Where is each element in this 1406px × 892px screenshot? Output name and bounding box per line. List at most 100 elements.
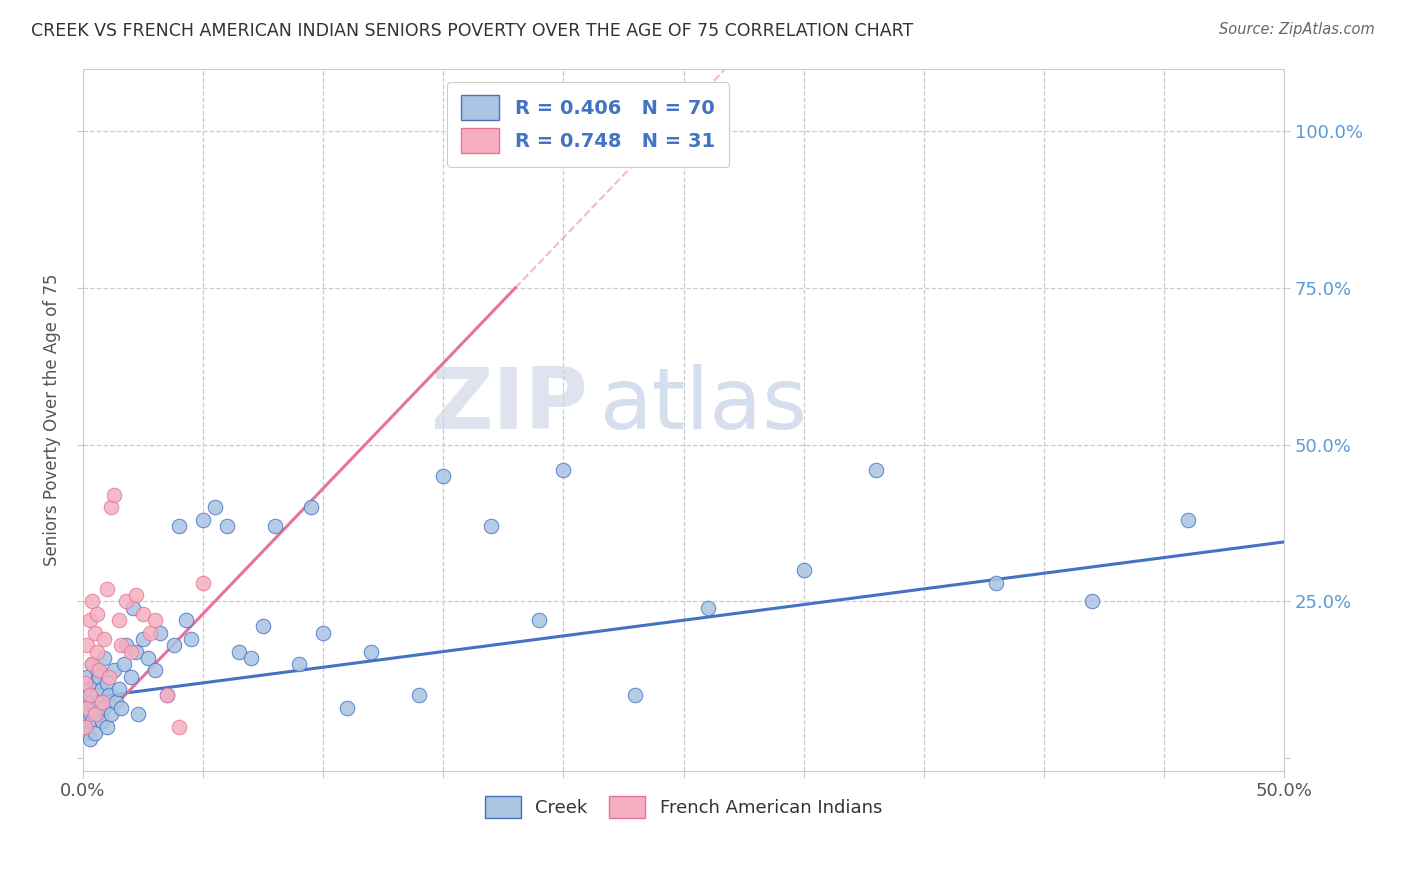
Point <box>96 582 118 596</box>
Point <box>312 625 335 640</box>
Point <box>82 695 104 709</box>
Point <box>156 689 179 703</box>
Point <box>73 701 96 715</box>
Point <box>143 664 166 678</box>
Text: CREEK VS FRENCH AMERICAN INDIAN SENIORS POVERTY OVER THE AGE OF 75 CORRELATION C: CREEK VS FRENCH AMERICAN INDIAN SENIORS … <box>31 22 912 40</box>
Point <box>79 613 101 627</box>
Point <box>204 500 226 515</box>
Point <box>288 657 311 672</box>
Point <box>120 644 142 658</box>
Y-axis label: Seniors Poverty Over the Age of 75: Seniors Poverty Over the Age of 75 <box>44 273 60 566</box>
Point <box>143 613 166 627</box>
Point <box>252 619 274 633</box>
Point <box>505 143 527 157</box>
Point <box>105 695 128 709</box>
Point <box>82 657 104 672</box>
Point <box>86 644 108 658</box>
Point <box>83 707 105 722</box>
Point <box>336 701 359 715</box>
Point <box>163 638 186 652</box>
Point <box>132 632 155 646</box>
Point <box>122 600 145 615</box>
Point <box>299 500 322 515</box>
Point <box>90 682 112 697</box>
Point <box>1081 594 1104 608</box>
Point <box>174 613 197 627</box>
Point <box>83 676 105 690</box>
Point <box>120 670 142 684</box>
Point <box>167 720 190 734</box>
Point <box>228 644 250 658</box>
Point <box>103 488 125 502</box>
Point <box>110 638 132 652</box>
Point <box>360 644 382 658</box>
Point <box>90 695 112 709</box>
Point <box>110 701 132 715</box>
Point <box>98 689 121 703</box>
Point <box>90 714 112 728</box>
Point <box>93 701 115 715</box>
Point <box>89 695 111 709</box>
Point <box>86 664 108 678</box>
Point <box>73 720 96 734</box>
Point <box>76 670 98 684</box>
Point <box>432 469 454 483</box>
Point <box>124 588 146 602</box>
Point <box>93 632 115 646</box>
Point <box>215 519 238 533</box>
Point <box>83 726 105 740</box>
Point <box>408 689 430 703</box>
Point <box>89 670 111 684</box>
Point <box>793 563 815 577</box>
Point <box>239 650 262 665</box>
Point <box>82 657 104 672</box>
Point <box>132 607 155 621</box>
Point <box>82 594 104 608</box>
Point <box>93 650 115 665</box>
Legend: Creek, French American Indians: Creek, French American Indians <box>478 789 890 825</box>
Point <box>115 594 138 608</box>
Point <box>79 682 101 697</box>
Point <box>79 707 101 722</box>
Point <box>127 707 149 722</box>
Point <box>479 519 502 533</box>
Point <box>100 500 122 515</box>
Point <box>139 625 162 640</box>
Text: atlas: atlas <box>599 364 807 447</box>
Point <box>191 513 214 527</box>
Point <box>86 607 108 621</box>
Point <box>86 707 108 722</box>
Point <box>865 463 887 477</box>
Point <box>96 720 118 734</box>
Point <box>73 720 96 734</box>
Point <box>83 701 105 715</box>
Point <box>136 650 159 665</box>
Point <box>76 726 98 740</box>
Point <box>73 676 96 690</box>
Point <box>696 600 718 615</box>
Point <box>76 701 98 715</box>
Point <box>79 689 101 703</box>
Point <box>529 613 551 627</box>
Point <box>112 657 135 672</box>
Point <box>148 625 170 640</box>
Point <box>124 644 146 658</box>
Point <box>96 676 118 690</box>
Point <box>103 664 125 678</box>
Point <box>98 670 121 684</box>
Point <box>624 689 647 703</box>
Point <box>1177 513 1199 527</box>
Point <box>191 575 214 590</box>
Point <box>86 689 108 703</box>
Point <box>553 463 575 477</box>
Point <box>156 689 179 703</box>
Text: ZIP: ZIP <box>430 364 588 447</box>
Point <box>984 575 1007 590</box>
Point <box>107 682 129 697</box>
Point <box>264 519 287 533</box>
Point <box>82 714 104 728</box>
Point <box>83 625 105 640</box>
Text: Source: ZipAtlas.com: Source: ZipAtlas.com <box>1219 22 1375 37</box>
Point <box>76 638 98 652</box>
Point <box>107 613 129 627</box>
